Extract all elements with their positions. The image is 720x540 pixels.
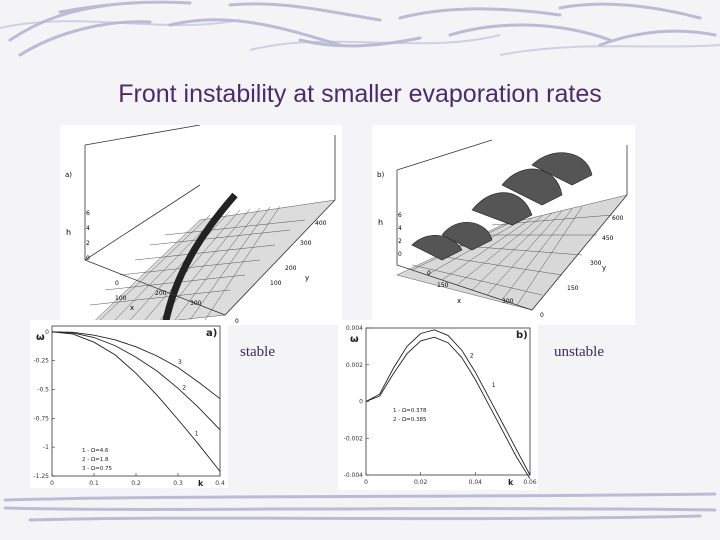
x-tick-label: 0.2 [131,480,141,487]
legend-entry: 2 - Ω=0.385 [393,417,427,423]
series-curve-label: 2 [182,384,186,391]
surface-a-x-tick: 300 [190,300,202,307]
x-tick-label: 0.04 [469,479,483,486]
x-axis-label: k [198,479,204,488]
series-line [51,331,221,400]
y-tick-label: -0.5 [37,386,49,393]
surface-a-label: a) [65,171,72,179]
surface-a-y-tick: 200 [285,265,297,272]
y-axis-label: ω [36,332,45,343]
surface-a-h-tick: 2 [86,240,90,247]
surface-a-ridge [161,192,238,326]
legend-entry: 1 - Ω=4.6 [82,448,109,454]
y-axis-label: ω [350,334,359,345]
series-curve-label: 1 [195,431,199,438]
surface-a-x-label: x [130,304,134,312]
surface-a-y-tick: 0 [235,318,239,325]
y-tick-label: -0.004 [344,472,364,479]
surface-a-x-tick: 200 [155,290,167,297]
surface-a-x-tick: 100 [115,295,127,302]
plot-frame [365,327,531,476]
surface-b-h-tick: 4 [398,225,402,232]
x-axis-label: k [508,478,514,487]
x-tick-label: 0.06 [523,479,537,486]
surface-b-x-label: x [457,297,461,305]
stable-label: stable [240,344,275,360]
plot-frame [51,325,221,477]
x-tick-label: 0 [364,479,368,486]
surface-b-y-tick: 300 [590,260,602,267]
series-curve-label: 1 [492,382,496,389]
surface-a-h-label: h [66,228,71,237]
dispersion-chart-a-svg: 0 0.1 0.2 0.3 0.4 0 -0.25 -0.5 -0.75 -1 -1.25 ω k a) 1… [33,325,225,488]
series-line [51,331,221,431]
y-tick-label: -1 [43,444,49,451]
y-tick-label: -0.002 [344,435,364,442]
surface-b-x-tick: 150 [437,282,449,289]
y-tick-label: -0.75 [33,415,49,422]
surface-a-y-tick: 100 [270,280,282,287]
legend-entry: 2 - Ω=1.8 [82,457,109,463]
slide-title: Front instability at smaller evaporation… [118,80,602,108]
dispersion-chart-a: 0 0.1 0.2 0.3 0.4 0 -0.25 -0.5 -0.75 -1 -1.25 ω k a) 1… [30,320,228,488]
surface-a-h-tick: 4 [86,225,90,232]
y-tick-label: 0.004 [346,325,363,332]
surface-b-h-tick: 6 [398,212,402,219]
panel-label: b) [516,330,528,341]
surface-plot-b-figure: b) h 6 4 2 0 x 0 150 300 y 0 150 300 450… [377,139,628,319]
series-curve-label: 3 [178,359,182,366]
y-tick-label: -1.25 [33,473,49,480]
surface-b-y-tick: 600 [612,215,624,222]
dispersion-chart-b: 0 0.02 0.04 0.06 0.004 0.002 0 -0.002 -0.004 ω k b)… [338,320,538,490]
surface-a-y-label: y [305,274,309,282]
series-line [365,329,531,476]
y-tick-label: 0 [359,399,363,406]
x-tick-label: 0.4 [215,480,225,487]
y-tick-label: 0.002 [346,362,363,369]
surface-b-x-tick: 0 [427,270,431,277]
surface-a-h-tick: 0 [86,255,90,262]
y-tick-label: 0 [45,329,49,336]
surface-b-y-tick: 0 [540,312,544,319]
x-tick-label: 0 [50,480,54,487]
surface-b-fingers [411,152,593,261]
surface-a-x-tick: 0 [115,280,119,287]
x-tick-label: 0.3 [173,480,183,487]
x-tick-label: 0.1 [89,480,99,487]
surface-b-h-tick: 0 [398,251,402,258]
surface-plot-a: a) h 6 4 2 0 x 0 100 200 300 y 0 100 200… [60,124,342,331]
legend-entry: 3 - Ω=0.75 [82,466,113,472]
surface-a-y-tick: 300 [300,240,312,247]
y-tick-label: -0.25 [33,358,49,365]
surface-b-y-tick: 150 [567,285,579,292]
surface-b-h-tick: 2 [398,238,402,245]
surface-b-x-tick: 300 [502,298,514,305]
surface-b-y-label: y [602,264,606,272]
legend-entry: 1 - Ω=0.378 [393,408,427,414]
dispersion-chart-b-svg: 0 0.02 0.04 0.06 0.004 0.002 0 -0.002 -0.004 ω k b)… [344,325,537,487]
panel-label: a) [206,328,217,339]
series-curve-label: 2 [470,352,474,359]
x-tick-label: 0.02 [414,479,428,486]
surface-b-y-tick: 450 [602,235,614,242]
surface-a-y-tick: 400 [315,220,327,227]
surface-plot-b: b) h 6 4 2 0 x 0 150 300 y 0 150 300 450… [372,125,635,325]
surface-plot-a-figure: a) h 6 4 2 0 x 0 100 200 300 y 0 100 200… [65,124,336,331]
surface-a-mesh [84,199,336,331]
series-line [365,336,531,479]
surface-a-h-tick: 6 [86,210,90,217]
surface-b-label: b) [377,171,384,179]
surface-b-h-label: h [378,218,383,227]
unstable-label: unstable [554,344,604,360]
series-line [51,331,221,472]
